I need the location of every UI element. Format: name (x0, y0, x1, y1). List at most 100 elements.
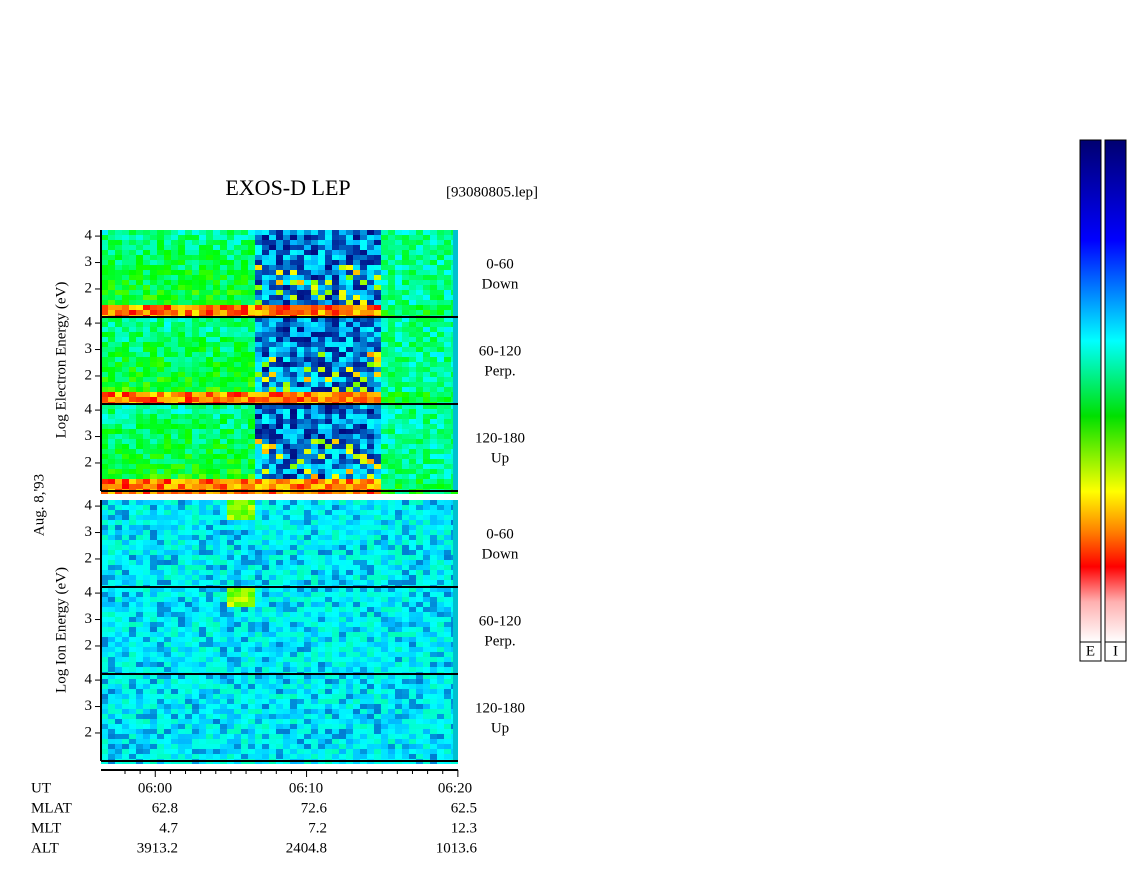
spectrogram-cell (185, 550, 192, 555)
spectrogram-cell (374, 357, 381, 362)
spectrogram-cell (374, 459, 381, 464)
spectrogram-cell (199, 734, 206, 739)
spectrogram-cell (178, 535, 185, 540)
spectrogram-cell (178, 540, 185, 545)
spectrogram-cell (367, 352, 374, 357)
spectrogram-cell (122, 382, 129, 387)
spectrogram-cell (388, 449, 395, 454)
spectrogram-cell (360, 617, 367, 622)
spectrogram-cell (157, 265, 164, 270)
spectrogram-cell (143, 424, 150, 429)
spectrogram-cell (283, 367, 290, 372)
spectrogram-cell (430, 392, 437, 397)
spectrogram-cell (227, 632, 234, 637)
spectrogram-cell (395, 270, 402, 275)
spectrogram-cell (409, 520, 416, 525)
spectrogram-cell (171, 310, 178, 315)
spectrogram-cell (101, 679, 108, 684)
spectrogram-cell (171, 372, 178, 377)
spectrogram-cell (290, 479, 297, 484)
spectrogram-cell (395, 474, 402, 479)
spectrogram-cell (437, 484, 444, 489)
spectrogram-cell (192, 362, 199, 367)
spectrogram-cell (304, 647, 311, 652)
spectrogram-cell (297, 260, 304, 265)
spectrogram-cell (220, 749, 227, 754)
spectrogram-cell (318, 235, 325, 240)
spectrogram-cell (339, 305, 346, 310)
spectrogram-cell (101, 505, 108, 510)
spectrogram-cell (101, 255, 108, 260)
spectrogram-cell (122, 679, 129, 684)
spectrogram-cell (136, 627, 143, 632)
spectrogram-cell (409, 357, 416, 362)
spectrogram-cell (276, 530, 283, 535)
spectrogram-cell (388, 662, 395, 667)
spectrogram-cell (108, 754, 115, 759)
spectrogram-cell (220, 607, 227, 612)
spectrogram-cell (178, 622, 185, 627)
spectrogram-cell (262, 667, 269, 672)
spectrogram-cell (164, 285, 171, 290)
spectrogram-cell (367, 540, 374, 545)
spectrogram-cell (108, 647, 115, 652)
spectrogram-cell (318, 382, 325, 387)
spectrogram-cell (444, 530, 451, 535)
spectrogram-cell (276, 317, 283, 322)
spectrogram-cell (325, 285, 332, 290)
spectrogram-cell (178, 434, 185, 439)
spectrogram-cell (290, 560, 297, 565)
spectrogram-cell (444, 607, 451, 612)
spectrogram-cell (171, 295, 178, 300)
spectrogram-cell (150, 540, 157, 545)
spectrogram-cell (430, 505, 437, 510)
spectrogram-cell (164, 602, 171, 607)
spectrogram-cell (192, 290, 199, 295)
spectrogram-cell (136, 404, 143, 409)
spectrogram-cell (101, 714, 108, 719)
spectrogram-cell (262, 545, 269, 550)
spectrogram-cell (206, 622, 213, 627)
spectrogram-cell (423, 525, 430, 530)
spectrogram-cell (157, 724, 164, 729)
spectrogram-cell (444, 270, 451, 275)
spectrogram-cell (318, 570, 325, 575)
spectrogram-cell (304, 240, 311, 245)
spectrogram-cell (234, 342, 241, 347)
spectrogram-cell (416, 652, 423, 657)
spectrogram-cell (227, 337, 234, 342)
spectrogram-cell (115, 317, 122, 322)
spectrogram-cell (129, 617, 136, 622)
spectrogram-cell (311, 652, 318, 657)
spectrogram-cell (367, 439, 374, 444)
spectrogram-cell (192, 439, 199, 444)
spectrogram-cell (262, 587, 269, 592)
spectrogram-cell (311, 240, 318, 245)
spectrogram-cell (157, 419, 164, 424)
spectrogram-cell (423, 404, 430, 409)
spectrogram-cell (416, 429, 423, 434)
spectrogram-cell (409, 285, 416, 290)
spectrogram-cell (416, 570, 423, 575)
spectrogram-cell (150, 632, 157, 637)
spectrogram-cell (325, 580, 332, 585)
spectrogram-cell (255, 444, 262, 449)
spectrogram-cell (367, 230, 374, 235)
spectrogram-cell (290, 454, 297, 459)
spectrogram-cell (395, 484, 402, 489)
spectrogram-cell (269, 387, 276, 392)
spectrogram-cell (409, 392, 416, 397)
spectrogram-cell (129, 439, 136, 444)
spectrogram-cell (206, 300, 213, 305)
spectrogram-cell (437, 300, 444, 305)
spectrogram-cell (157, 305, 164, 310)
spectrogram-cell (213, 310, 220, 315)
spectrogram-cell (325, 382, 332, 387)
spectrogram-cell (199, 724, 206, 729)
spectrogram-cell (332, 515, 339, 520)
spectrogram-cell (402, 317, 409, 322)
spectrogram-cell (444, 327, 451, 332)
spectrogram-cell (234, 484, 241, 489)
spectrogram-cell (402, 332, 409, 337)
spectrogram-cell (164, 230, 171, 235)
